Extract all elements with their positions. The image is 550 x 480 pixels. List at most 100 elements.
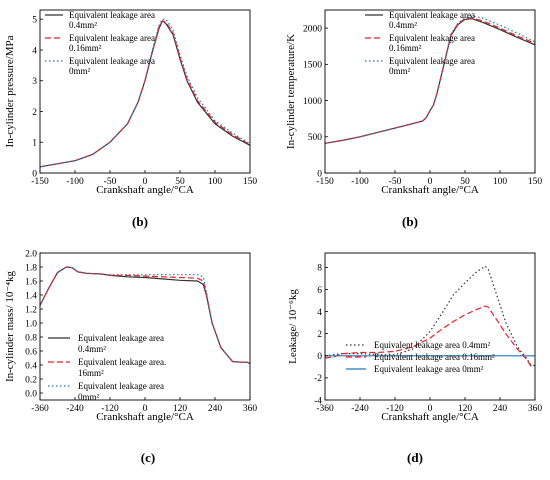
y-tick-label: 6	[317, 286, 322, 296]
x-tick-label: 240	[493, 404, 508, 414]
legend-entry-1: Equivalent leakage area	[78, 333, 164, 343]
series-line-3	[40, 266, 250, 365]
y-tick-label: -4	[314, 396, 322, 406]
x-tick-label: 120	[173, 404, 188, 414]
y-tick-label: 2	[32, 108, 37, 118]
legend-entry-3: Equivalent leakage area	[78, 381, 164, 391]
y-tick-label: 1.0	[25, 319, 37, 329]
x-tick-label: -360	[316, 404, 334, 414]
x-tick-label: 240	[208, 404, 223, 414]
x-tick-label: 150	[528, 177, 543, 187]
legend-entry-2: 0.16mm²	[69, 43, 102, 53]
x-tick-label: 0	[428, 177, 433, 187]
legend-entry-1: Equivalent leakage area 0.4mm²	[374, 340, 490, 350]
x-tick-label: 0	[143, 177, 148, 187]
x-tick-label: -100	[66, 177, 84, 187]
chart-4: -360 -240 -120 0 120 240 360 -4 -2 0 2 4 6 8 Crankshaf…	[287, 252, 543, 465]
legend-entry-1: Equivalent leakage area	[389, 10, 475, 20]
legend-entry-3: Equivalent leakage area	[389, 56, 475, 66]
x-tick-label: 360	[528, 404, 543, 414]
legend-entry-2: 16mm²	[78, 368, 104, 378]
y-axis-label: In-cylinder pressure/MPa	[4, 35, 16, 147]
panel-caption: (b)	[132, 214, 148, 229]
x-tick-label: 100	[208, 177, 223, 187]
x-tick-label: -120	[386, 404, 404, 414]
x-tick-label: -150	[316, 177, 334, 187]
x-tick-label: -360	[31, 404, 49, 414]
chart-3: -360 -240 -120 0 120 240 360 0.0 0.2 0.4 0.6 0.8 1.0…	[4, 249, 257, 465]
panel-caption: (d)	[407, 450, 423, 465]
x-tick-label: -150	[31, 177, 49, 187]
x-tick-label: -100	[351, 177, 369, 187]
y-tick-label: 1500	[303, 61, 322, 71]
series-line-1	[325, 265, 535, 367]
x-tick-label: -120	[101, 404, 119, 414]
y-tick-label: 3	[32, 77, 37, 87]
panel-caption: (c)	[141, 450, 155, 465]
legend-entry-3: 0mm²	[389, 66, 411, 76]
legend-entry-1: Equivalent leakage area	[69, 10, 155, 20]
y-tick-label: 1	[32, 139, 37, 149]
y-tick-label: 1.4	[25, 291, 37, 301]
legend: Equivalent leakage area 0.4mm² Equivalent…	[346, 340, 495, 374]
x-tick-label: 0	[428, 404, 433, 414]
y-tick-label: 0.2	[25, 375, 37, 385]
x-axis-label: Crankshaft angle/°CA	[96, 184, 194, 196]
legend-entry-3: Equivalent leakage area 0mm²	[374, 364, 484, 374]
y-tick-label: 0	[32, 169, 37, 179]
legend-entry-1: 0.4mm²	[69, 20, 97, 30]
x-axis-label: Crankshaft angle/°CA	[381, 184, 479, 196]
y-tick-label: 8	[317, 264, 322, 274]
x-tick-label: 150	[243, 177, 258, 187]
y-tick-label: 5	[32, 16, 37, 26]
x-tick-label: -50	[389, 177, 402, 187]
legend-entry-2: 0.16mm²	[389, 43, 422, 53]
legend-entry-1: 0.4mm²	[389, 20, 417, 30]
y-tick-label: 2.0	[25, 249, 37, 259]
legend: Equivalent leakage area0.4mm²Equivalent …	[45, 10, 155, 76]
y-tick-label: 0.0	[25, 389, 37, 399]
y-tick-label: 1.2	[25, 305, 37, 315]
legend-entry-3: 0mm²	[69, 66, 91, 76]
y-tick-label: 500	[308, 133, 323, 143]
y-axis-label: Leakage/ 10⁻⁶kg	[287, 289, 299, 364]
y-tick-label: 0	[317, 352, 322, 362]
x-tick-label: 50	[460, 177, 470, 187]
x-axis-label: Crankshaft angle/°CA	[381, 411, 479, 423]
y-tick-label: 0	[317, 169, 322, 179]
series-line-1	[40, 266, 250, 365]
x-axis-label: Crankshaft angle/°CA	[96, 411, 194, 423]
y-axis-label: In-cylinder temperature/K	[285, 34, 297, 149]
series-line-3	[40, 18, 250, 168]
chart-2: -150 -100 -50 0 50 100 1500500100015002000Cran…	[285, 9, 543, 229]
y-tick-label: 2000	[303, 24, 322, 34]
legend-entry-2: Equivalent leakage area	[69, 33, 155, 43]
panel-caption: (b)	[402, 214, 418, 229]
legend: Equivalent leakage area0.4mm²Equivalent …	[365, 10, 475, 76]
x-tick-label: 100	[493, 177, 508, 187]
series-line-2	[325, 305, 535, 367]
y-tick-label: 0.4	[25, 361, 37, 371]
plot-frame	[39, 252, 251, 401]
legend-entry-1: 0.4mm²	[78, 344, 106, 354]
y-tick-label: 2	[317, 330, 322, 340]
y-tick-label: 4	[32, 46, 37, 56]
legend-entry-3: 0mm²	[78, 392, 100, 402]
y-axis-label: In-cylinder mass/ 10⁻⁴kg	[4, 270, 16, 382]
y-tick-label: 0.8	[25, 333, 37, 343]
y-tick-label: 1.8	[25, 263, 37, 273]
y-tick-label: 1.6	[25, 277, 37, 287]
chart-1: -150 -100 -50 0 50 100 150 0 1 2 3 4 5 Crankshaft ang…	[4, 9, 258, 229]
series-line-2	[40, 20, 250, 168]
x-tick-label: 0	[143, 404, 148, 414]
x-tick-label: 50	[175, 177, 185, 187]
series-line-2	[40, 266, 250, 365]
y-tick-label: 0.6	[25, 347, 37, 357]
y-tick-label: -2	[314, 374, 322, 384]
x-tick-label: 360	[243, 404, 258, 414]
y-tick-label: 1000	[303, 97, 322, 107]
legend-entry-2: Equivalent leakage area.	[78, 357, 166, 367]
x-tick-label: -240	[351, 404, 369, 414]
y-tick-label: 4	[317, 308, 322, 318]
